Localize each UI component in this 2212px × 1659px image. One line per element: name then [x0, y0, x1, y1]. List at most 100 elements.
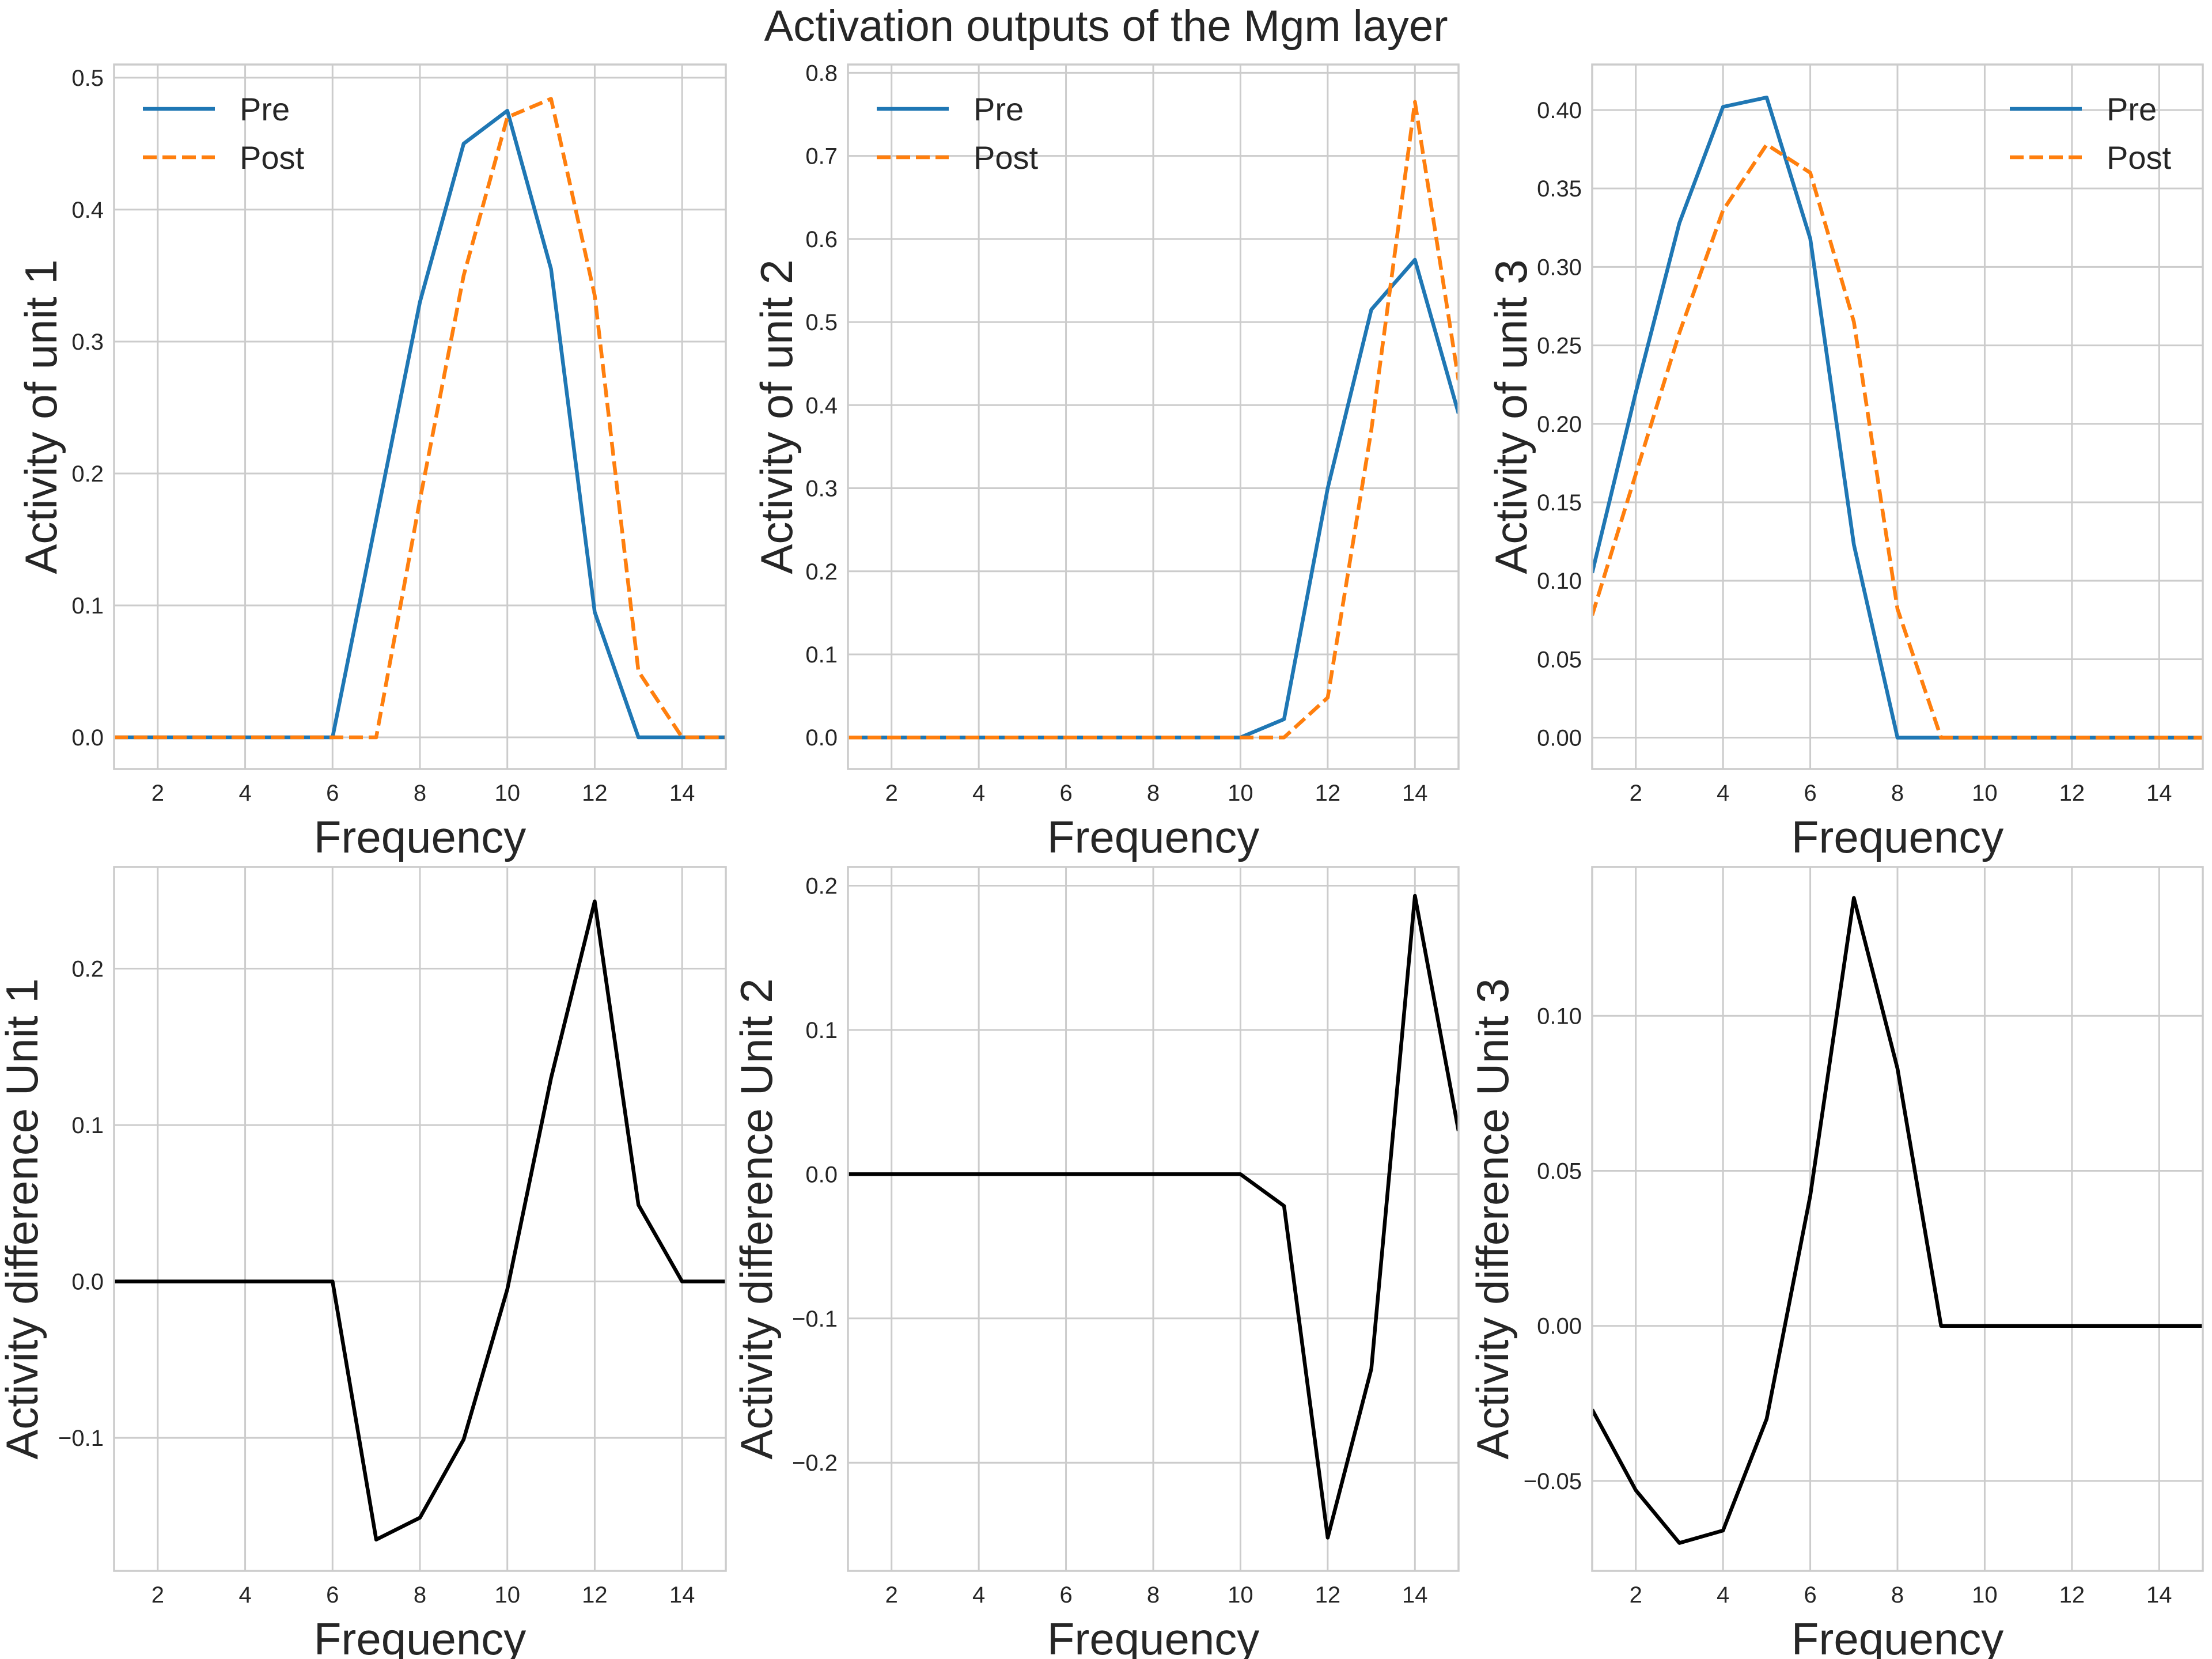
y-tick-label: 0.4: [805, 393, 838, 418]
x-tick-label: 14: [669, 781, 695, 806]
legend-label-post: Post: [2107, 139, 2171, 176]
y-tick-label: 0.2: [805, 874, 838, 899]
y-tick-label: 0.40: [1537, 98, 1582, 123]
y-tick-label: 0.5: [71, 66, 104, 91]
x-axis-label: Frequency: [1791, 1613, 2004, 1659]
y-axis-label: Activity of unit 3: [1486, 259, 1536, 574]
y-tick-label: 0.30: [1537, 255, 1582, 280]
x-tick-label: 2: [1630, 1582, 1642, 1608]
x-tick-label: 12: [2059, 781, 2085, 806]
y-tick-label: 0.6: [805, 227, 838, 252]
x-tick-label: 10: [494, 1582, 520, 1608]
legend-label-pre: Pre: [240, 91, 290, 127]
y-tick-label: 0.10: [1537, 1003, 1582, 1029]
x-tick-label: 12: [1315, 1582, 1341, 1608]
x-tick-label: 14: [669, 1582, 695, 1608]
x-tick-label: 4: [972, 1582, 985, 1608]
y-tick-label: −0.1: [792, 1306, 838, 1332]
y-tick-label: 0.2: [71, 461, 104, 487]
y-tick-label: 0.1: [805, 1018, 838, 1043]
chart-5: 2 4 6 8 10 12 14 −0.2 −0.1 0.0 0.1 0.2 Frequency Acti…: [731, 866, 1460, 1659]
x-tick-label: 8: [1891, 781, 1904, 806]
x-tick-label: 12: [1315, 781, 1341, 806]
x-tick-label: 8: [414, 1582, 426, 1608]
legend: Pre Post: [2010, 91, 2171, 176]
x-tick-label: 4: [1717, 1582, 1729, 1608]
series-line-diff: [848, 893, 1459, 1540]
axes-frame: [847, 63, 1460, 770]
y-axis-label: Activity difference Unit 1: [0, 978, 47, 1459]
x-tick-label: 4: [238, 781, 251, 806]
y-tick-label: 0.15: [1537, 490, 1582, 516]
y-tick-label: 0.05: [1537, 647, 1582, 672]
y-tick-label: 0.8: [805, 60, 838, 86]
x-axis-label: Frequency: [314, 812, 527, 862]
x-tick-label: 6: [1804, 781, 1816, 806]
series-line-post: [848, 100, 1459, 740]
legend-label-pre: Pre: [974, 91, 1024, 127]
y-tick-label: 0.10: [1537, 569, 1582, 594]
x-tick-label: 12: [2059, 1582, 2085, 1608]
x-axis-label: Frequency: [314, 1613, 527, 1659]
x-tick-label: 6: [1059, 781, 1072, 806]
x-axis-label: Frequency: [1791, 812, 2004, 862]
y-tick-label: 0.7: [805, 144, 838, 169]
axes-frame: [1591, 63, 2204, 770]
y-tick-label: 0.25: [1537, 334, 1582, 359]
y-tick-label: −0.05: [1524, 1469, 1582, 1494]
x-tick-label: 10: [494, 781, 520, 806]
legend-label-post: Post: [240, 139, 304, 176]
x-tick-label: 12: [582, 1582, 608, 1608]
x-tick-label: 2: [151, 781, 164, 806]
series-line-diff: [114, 899, 726, 1541]
y-axis-label: Activity of unit 1: [16, 259, 66, 574]
y-tick-label: 0.3: [71, 329, 104, 355]
chart-3: 2 4 6 8 10 12 14 0.00 0.05 0.10 0.15 0.20 0.25 0.30 0.…: [1486, 63, 2204, 862]
y-tick-label: 0.1: [805, 642, 838, 668]
series-line-diff: [1592, 896, 2203, 1545]
y-tick-label: 0.00: [1537, 726, 1582, 751]
x-tick-label: 14: [2146, 1582, 2172, 1608]
x-tick-label: 8: [1147, 781, 1160, 806]
y-tick-label: 0.5: [805, 310, 838, 335]
x-tick-label: 6: [326, 781, 339, 806]
y-tick-label: 0.1: [71, 1113, 104, 1138]
series-line-post: [1592, 142, 2203, 740]
series-group: [114, 97, 726, 740]
legend: Pre Post: [143, 91, 304, 176]
series-group: [848, 100, 1459, 740]
x-tick-label: 6: [1059, 1582, 1072, 1608]
x-tick-label: 10: [1972, 781, 1998, 806]
x-tick-label: 10: [1228, 1582, 1253, 1608]
x-tick-label: 4: [238, 1582, 251, 1608]
x-tick-label: 14: [2146, 781, 2172, 806]
legend: Pre Post: [877, 91, 1038, 176]
series-group: [1592, 95, 2203, 740]
x-tick-label: 4: [972, 781, 985, 806]
y-tick-label: 0.05: [1537, 1159, 1582, 1184]
y-tick-label: 0.0: [71, 725, 104, 751]
y-tick-label: 0.0: [71, 1270, 104, 1295]
axes-frame: [113, 63, 727, 770]
x-axis-label: Frequency: [1047, 812, 1260, 862]
y-tick-label: 0.35: [1537, 176, 1582, 202]
x-tick-label: 8: [414, 781, 426, 806]
x-tick-label: 8: [1891, 1582, 1904, 1608]
y-tick-label: −0.1: [58, 1426, 104, 1451]
y-axis-label: Activity difference Unit 3: [1467, 978, 1518, 1459]
series-group: [114, 899, 726, 1541]
y-axis-label: Activity of unit 2: [751, 259, 802, 574]
axes-frame: [1591, 866, 2204, 1572]
x-tick-label: 14: [1402, 781, 1428, 806]
x-tick-label: 2: [151, 1582, 164, 1608]
x-tick-label: 10: [1228, 781, 1253, 806]
axes-frame: [847, 866, 1460, 1572]
x-tick-label: 12: [582, 781, 608, 806]
figure-title: Activation outputs of the Mgm layer: [764, 2, 1448, 51]
y-axis-label: Activity difference Unit 2: [731, 978, 782, 1459]
x-axis-label: Frequency: [1047, 1613, 1260, 1659]
x-tick-label: 8: [1147, 1582, 1160, 1608]
y-tick-label: 0.2: [71, 957, 104, 982]
